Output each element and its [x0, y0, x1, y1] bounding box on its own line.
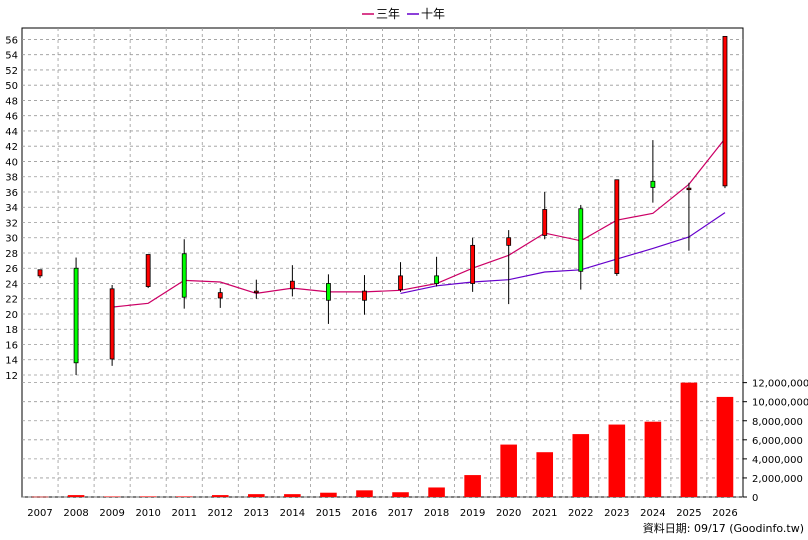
x-tick-label: 2017	[388, 508, 413, 519]
candle-body	[289, 280, 295, 290]
candle-body	[506, 237, 512, 246]
price-tick-label: 34	[5, 203, 18, 214]
volume-bar	[536, 452, 554, 497]
candle-body	[578, 208, 584, 272]
x-tick-label: 2010	[135, 508, 160, 519]
candle-body	[181, 253, 187, 298]
price-tick-label: 38	[5, 173, 18, 184]
price-tick-label: 12	[5, 371, 18, 382]
x-tick-label: 2009	[99, 508, 124, 519]
volume-bar	[67, 495, 85, 497]
x-tick-label: 2026	[712, 508, 737, 519]
volume-bar	[175, 496, 193, 497]
price-tick-label: 40	[5, 157, 18, 168]
volume-bar	[211, 495, 229, 497]
volume-bar	[392, 492, 409, 497]
price-tick-label: 26	[5, 264, 18, 275]
volume-bar	[284, 494, 301, 497]
price-tick-label: 56	[5, 35, 18, 46]
volume-bar	[139, 496, 157, 497]
x-tick-label: 2012	[208, 508, 233, 519]
candle-body	[398, 275, 403, 290]
x-tick-label: 2015	[316, 508, 341, 519]
candle-body	[722, 35, 728, 187]
price-tick-label: 30	[5, 234, 18, 245]
x-tick-label: 2008	[63, 508, 88, 519]
volume-bar	[500, 444, 517, 497]
x-tick-label: 2013	[244, 508, 269, 519]
price-tick-label: 46	[5, 112, 18, 123]
x-tick-label: 2025	[676, 508, 701, 519]
candle-body	[73, 267, 79, 364]
price-tick-label: 16	[5, 340, 18, 351]
volume-tick-label: 6,000,000	[752, 436, 803, 447]
legend-label: 十年	[421, 7, 445, 21]
legend-label: 三年	[376, 7, 400, 21]
volume-tick-label: 4,000,000	[752, 455, 803, 466]
price-tick-label: 52	[5, 66, 18, 77]
x-tick-label: 2021	[532, 508, 557, 519]
x-tick-label: 2014	[280, 508, 305, 519]
volume-bar	[572, 434, 590, 497]
candle-body	[686, 187, 692, 191]
price-tick-label: 14	[5, 356, 18, 367]
price-tick-label: 48	[5, 96, 18, 107]
candle-body	[217, 292, 223, 299]
volume-bar	[680, 382, 698, 497]
candle-body	[470, 244, 476, 284]
price-tick-label: 24	[5, 279, 18, 290]
volume-tick-label: 2,000,000	[752, 474, 803, 485]
volume-bar	[464, 475, 481, 497]
price-tick-label: 22	[5, 295, 18, 306]
price-tick-label: 32	[5, 218, 18, 229]
candle-body	[542, 209, 548, 236]
candle-body	[614, 179, 620, 274]
price-tick-label: 36	[5, 188, 18, 199]
x-tick-label: 2019	[460, 508, 485, 519]
x-tick-label: 2011	[171, 508, 196, 519]
price-tick-label: 20	[5, 310, 18, 321]
ma-line-10y	[400, 212, 726, 294]
x-tick-label: 2018	[424, 508, 449, 519]
candle-body	[326, 283, 331, 301]
candle-body	[109, 288, 115, 360]
price-tick-label: 18	[5, 325, 18, 336]
volume-tick-label: 0	[752, 493, 758, 504]
volume-tick-label: 10,000,000	[752, 398, 808, 409]
price-tick-label: 44	[5, 127, 18, 138]
price-tick-label: 54	[5, 51, 18, 62]
data-date-footer: 資料日期: 09/17 (Goodinfo.tw)	[642, 522, 804, 535]
price-tick-label: 28	[5, 249, 18, 260]
volume-bar	[248, 494, 265, 497]
x-tick-label: 2023	[604, 508, 629, 519]
x-tick-label: 2022	[568, 508, 593, 519]
volume-bar	[644, 421, 662, 497]
candle-body	[145, 254, 151, 287]
volume-bar	[103, 496, 121, 498]
volume-bar	[320, 492, 337, 497]
volume-bar	[428, 487, 445, 497]
volume-bar	[608, 424, 626, 497]
candle-body	[434, 275, 439, 284]
candle-body	[37, 269, 43, 277]
volume-bar	[716, 396, 734, 497]
x-tick-label: 2020	[496, 508, 521, 519]
x-tick-label: 2007	[27, 508, 52, 519]
volume-tick-label: 12,000,000	[752, 379, 808, 390]
price-tick-label: 50	[5, 81, 18, 92]
volume-bar	[31, 496, 49, 498]
candle-body	[253, 290, 259, 294]
volume-bar	[356, 490, 373, 497]
x-tick-label: 2024	[640, 508, 665, 519]
price-tick-label: 42	[5, 142, 18, 153]
volume-tick-label: 8,000,000	[752, 417, 803, 428]
ma-line-3y	[112, 138, 726, 308]
x-tick-label: 2016	[352, 508, 377, 519]
candle-body	[650, 180, 656, 188]
candle-body	[362, 290, 367, 301]
